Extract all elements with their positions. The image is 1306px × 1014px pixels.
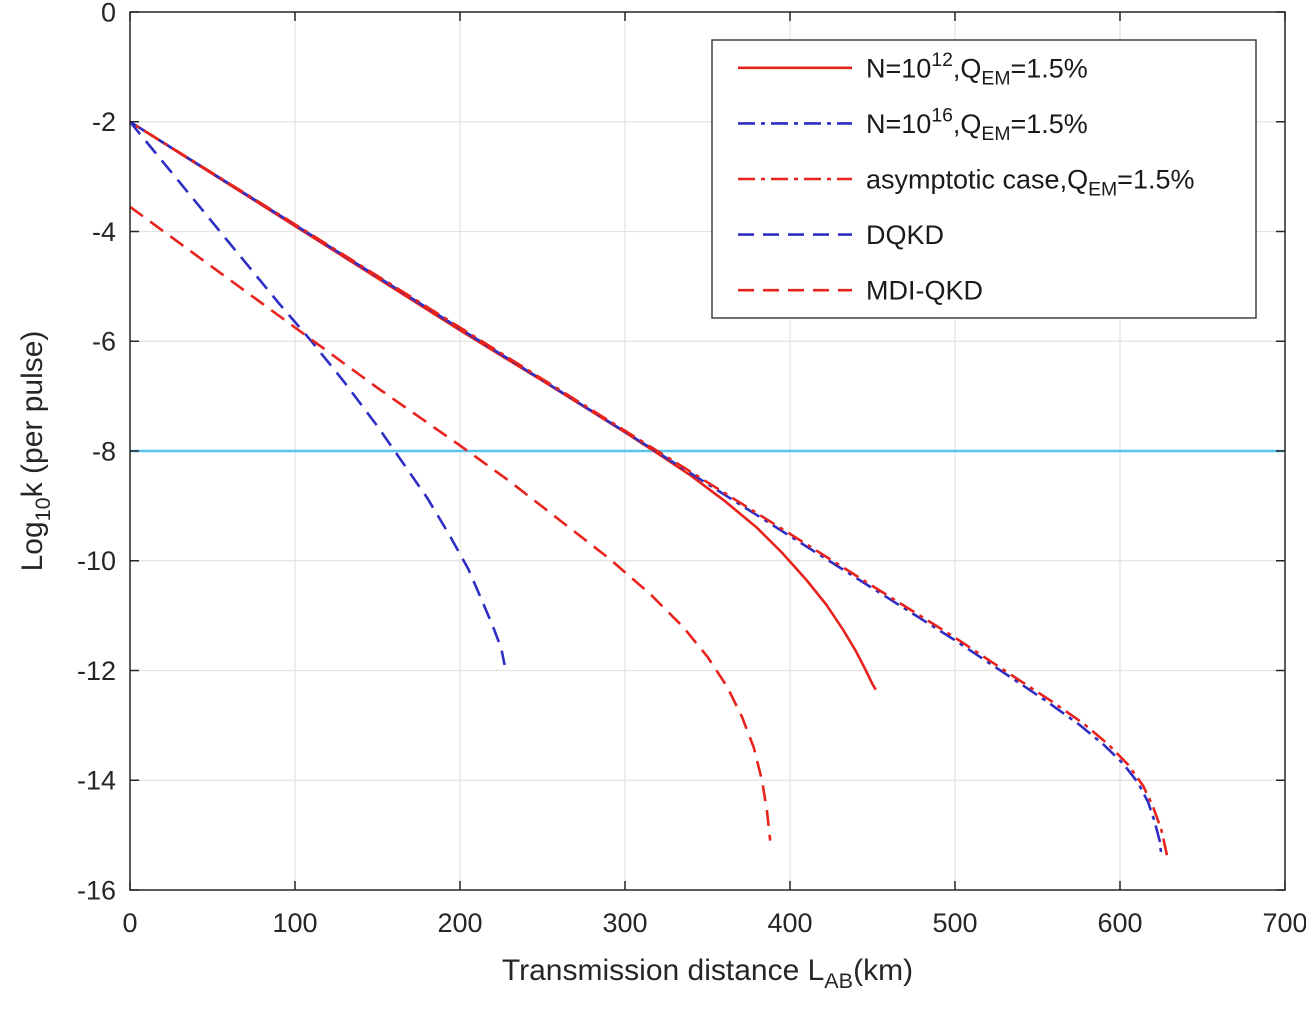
series-n1e12-line xyxy=(129,120,877,691)
x-tick-label: 300 xyxy=(602,908,647,938)
x-tick-label: 0 xyxy=(122,908,137,938)
y-tick-label: -4 xyxy=(92,217,116,247)
legend-entry-mdi-qkd: MDI-QKD xyxy=(738,276,983,306)
legend-entry-dqkd: DQKD xyxy=(738,220,944,250)
legend-label-mdi-qkd: MDI-QKD xyxy=(866,276,983,306)
legend-label-n1e16: N=1016,QEM=1.5% xyxy=(866,105,1088,145)
x-axis-label: Transmission distance LAB(km) xyxy=(502,954,913,993)
y-tick-label: -6 xyxy=(92,327,116,357)
legend-entry-n1e12: N=1012,QEM=1.5% xyxy=(738,49,1088,89)
x-tick-label: 500 xyxy=(932,908,977,938)
y-tick-label: -14 xyxy=(77,766,116,796)
y-tick-label: -12 xyxy=(77,656,116,686)
legend-label-asymptotic: asymptotic case,QEM=1.5% xyxy=(866,164,1194,200)
y-tick-label: -16 xyxy=(77,875,116,905)
series-asymptotic-line xyxy=(129,120,1170,861)
legend: N=1012,QEM=1.5% N=1016,QEM=1.5% asymptotic… xyxy=(711,39,1257,319)
x-tick-label: 100 xyxy=(272,908,317,938)
legend-label-n1e12: N=1012,QEM=1.5% xyxy=(866,49,1088,89)
y-tick-label: -8 xyxy=(92,436,116,466)
series-dqkd-line xyxy=(128,120,506,666)
legend-entry-asymptotic: asymptotic case,QEM=1.5% xyxy=(738,164,1194,200)
y-tick-label: -10 xyxy=(77,546,116,576)
x-tick-label: 400 xyxy=(767,908,812,938)
legend-box xyxy=(711,39,1257,319)
y-tick-label: -2 xyxy=(92,107,116,137)
legend-entry-n1e16: N=1016,QEM=1.5% xyxy=(738,105,1088,145)
y-axis-label: Log10k (per pulse) xyxy=(16,331,55,572)
x-tick-label: 700 xyxy=(1262,908,1306,938)
legend-label-dqkd: DQKD xyxy=(866,220,944,250)
axes xyxy=(129,11,1286,891)
x-tick-label: 600 xyxy=(1097,908,1142,938)
x-tick-label: 200 xyxy=(437,908,482,938)
tick-labels: 0 100 200 300 400 500 600 700 0 -2 -4 -6 -8 -10 -12 -14… xyxy=(77,0,1306,938)
y-tick-label: 0 xyxy=(101,0,116,27)
